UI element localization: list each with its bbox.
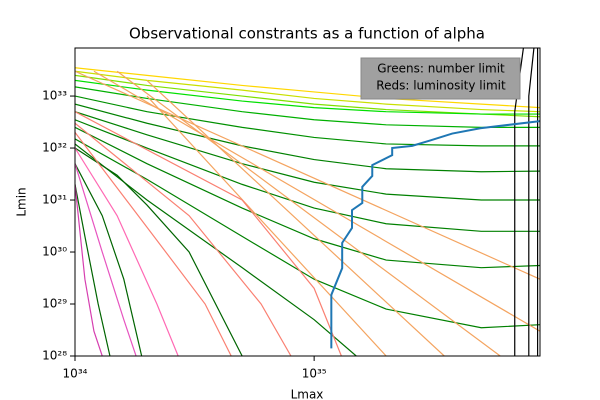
curve <box>146 79 445 356</box>
curve <box>75 111 342 356</box>
x-tick-label: 10³⁵ <box>302 367 327 381</box>
curve <box>75 70 540 280</box>
plot-area <box>75 48 540 356</box>
annotation-box <box>360 57 521 100</box>
curve <box>514 48 524 356</box>
curve <box>75 163 143 356</box>
curve <box>75 163 137 356</box>
curve <box>75 122 292 356</box>
y-axis-label: Lmin <box>15 187 29 216</box>
curve <box>93 70 540 332</box>
curve <box>75 119 540 232</box>
curve <box>75 138 540 329</box>
y-tick-label: 10³¹ <box>42 193 67 207</box>
x-axis-label: Lmax <box>291 388 324 400</box>
curve <box>330 120 540 349</box>
x-tick-label: 10³⁴ <box>63 367 88 381</box>
curve <box>75 184 111 356</box>
curve <box>75 95 540 147</box>
y-tick-label: 10³³ <box>42 89 67 103</box>
curve <box>75 126 540 269</box>
curve <box>75 111 540 201</box>
plot-frame <box>74 47 541 357</box>
curve <box>75 147 243 356</box>
y-tick-label: 10²⁹ <box>42 297 67 311</box>
annotation: Greens: number limit <box>377 62 505 76</box>
curve <box>528 48 535 356</box>
y-tick-label: 10³⁰ <box>42 245 67 259</box>
curve <box>75 79 540 115</box>
curve <box>146 95 387 356</box>
curve <box>116 70 501 356</box>
curve <box>75 132 232 356</box>
y-tick-label: 10³² <box>42 141 67 155</box>
curve <box>75 184 103 356</box>
annotation: Reds: luminosity limit <box>376 79 506 93</box>
chart-title: Observational constrants as a function o… <box>129 25 485 43</box>
curve <box>75 147 179 356</box>
curve <box>75 67 540 109</box>
y-tick-label: 10²⁸ <box>42 349 67 363</box>
curve <box>75 103 540 173</box>
